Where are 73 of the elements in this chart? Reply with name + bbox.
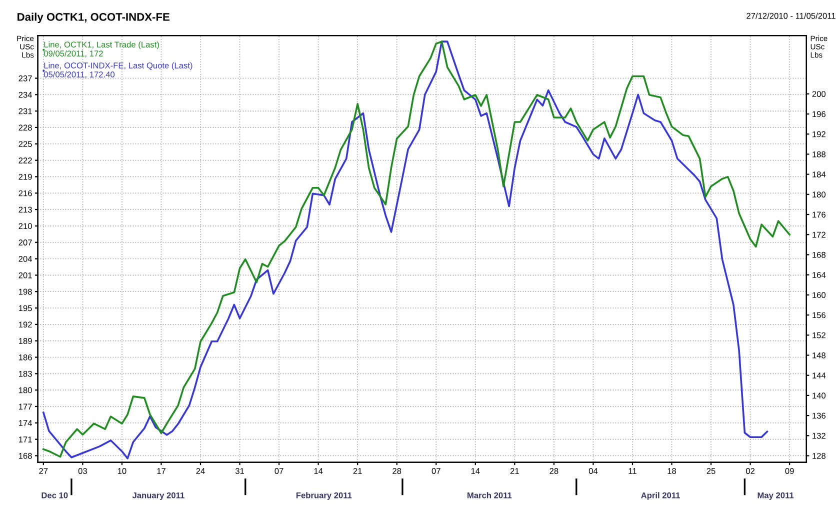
x-tick-label: 31	[235, 468, 244, 474]
y2-tick-label: 184	[812, 171, 826, 178]
y2-tick-label: 176	[812, 212, 826, 218]
y-tick-label: 183	[18, 370, 32, 377]
x-tick-label: 09	[785, 468, 794, 474]
x-tick-label: 17	[157, 468, 166, 474]
y-tick-label: 222	[18, 157, 32, 164]
legend-label: Line, OCOT-INDX-FE, Last Quote (Last) 05/05/2011, 172.40	[44, 62, 192, 78]
y-tick-label: 231	[18, 108, 32, 114]
y2-tick-label: 136	[812, 412, 826, 419]
text: March 2011	[468, 492, 512, 498]
y2-tick-label: 188	[812, 151, 826, 158]
x-tick-label: 18	[668, 468, 676, 474]
text: February 2011	[296, 492, 352, 500]
y-tick-label: 204	[18, 256, 32, 262]
x-tick-label: 25	[706, 468, 716, 474]
x-tick-label: 24	[196, 468, 205, 474]
y2-tick-label: 168	[812, 252, 826, 258]
text: April 2011	[641, 492, 680, 500]
x-tick-label: 04	[588, 468, 598, 474]
y2-tick-label: 128	[812, 452, 826, 459]
y2-tick-label: 156	[812, 312, 826, 318]
y-tick-label: 207	[18, 240, 32, 246]
y2-tick-label: 192	[812, 131, 826, 138]
y-tick-label: 237	[18, 75, 32, 82]
y2-tick-label: 200	[812, 91, 826, 97]
x-tick-label: 21	[510, 468, 519, 474]
y-tick-label: 168	[18, 452, 32, 459]
text: Dec 10	[42, 492, 68, 498]
y2-tick-label: 152	[812, 332, 826, 338]
x-tick-label: 07	[432, 468, 440, 474]
y2-tick-label: 144	[812, 372, 826, 378]
x-tick-label: 28	[550, 468, 558, 474]
y-tick-label: 225	[18, 141, 32, 147]
x-tick-label: 14	[314, 468, 323, 474]
y-tick-label: 198	[18, 288, 32, 295]
y2-tick-label: 132	[812, 432, 826, 439]
y2-tick-label: 160	[812, 292, 826, 298]
y-tick-label: 213	[18, 206, 32, 213]
x-tick-label: 21	[353, 468, 362, 474]
y-tick-label: 234	[18, 92, 32, 98]
chart-subtitle: 27/12/2010 - 11/05/2011	[746, 12, 836, 19]
y-tick-label: 186	[18, 354, 32, 360]
y-tick-label: 195	[18, 305, 32, 312]
y-tick-label: 228	[18, 124, 32, 131]
y-tick-label: 171	[18, 436, 32, 442]
x-tick-label: 28	[392, 468, 402, 474]
y-tick-label: 210	[18, 223, 32, 230]
y-tick-label: 189	[18, 338, 32, 344]
y-tick-label: 216	[18, 190, 32, 196]
y-tick-label: 192	[18, 322, 32, 328]
y2-tick-label: 196	[812, 111, 826, 118]
x-tick-label: 03	[78, 468, 87, 474]
y2-tick-label: 140	[812, 392, 826, 399]
x-tick-label: 02	[746, 468, 755, 474]
x-tick-label: 27	[39, 468, 48, 474]
text: January 2011	[132, 492, 184, 500]
y-tick-label: 201	[18, 272, 32, 278]
x-tick-label: 10	[118, 468, 126, 474]
y-tick-label: 177	[18, 404, 32, 410]
x-tick-label: 14	[471, 468, 480, 474]
y-tick-label: 219	[18, 174, 32, 180]
y2-tick-label: 164	[812, 272, 826, 278]
y2-tick-label: 172	[812, 232, 826, 238]
y-tick-label: 174	[18, 420, 32, 426]
x-tick-label: 07	[274, 468, 284, 474]
y2-tick-label: 148	[812, 352, 826, 358]
y2-tick-label: 180	[812, 192, 826, 198]
legend-label: Line, OCTK1, Last Trade (Last) 09/05/2011, 172	[44, 41, 159, 58]
x-tick-label: 11	[628, 468, 636, 474]
y-tick-label: 180	[18, 387, 32, 394]
chart-title: Daily OCTK1, OCOT-INDX-FE	[18, 12, 170, 24]
text: May 2011	[758, 492, 794, 500]
